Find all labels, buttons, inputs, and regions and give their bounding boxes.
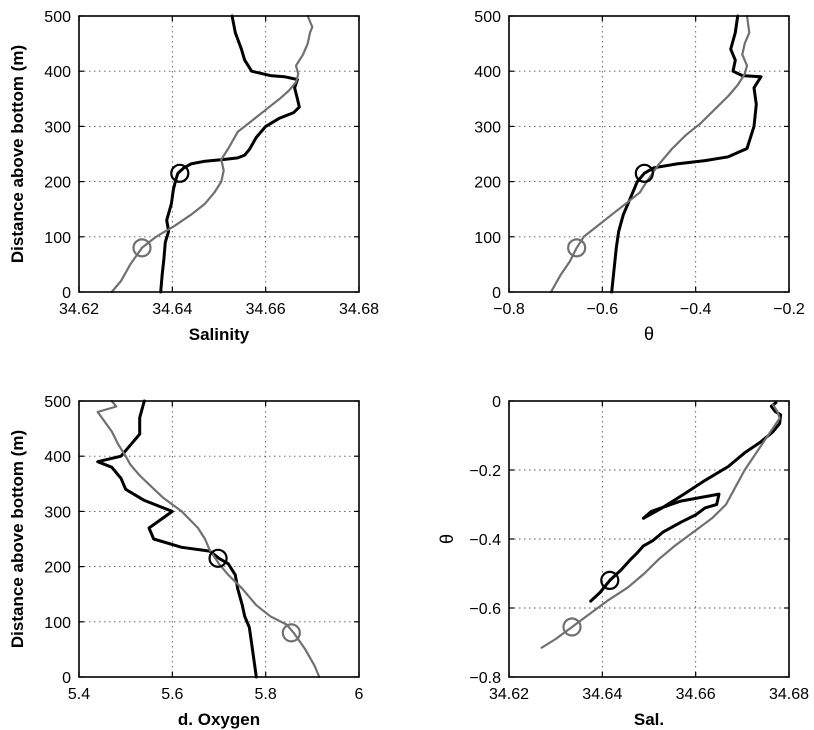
x-tick-label: 34.68 xyxy=(769,686,809,703)
circle-marker-1 xyxy=(208,548,228,568)
x-axis-label: θ xyxy=(644,324,654,344)
y-tick-label: −0.8 xyxy=(469,670,501,687)
y-tick-label: 500 xyxy=(44,9,71,26)
x-tick-label: 5.8 xyxy=(255,686,277,703)
y-axis-label: Distance above bottom (m) xyxy=(8,45,27,263)
y-tick-label: 200 xyxy=(474,175,501,192)
y-tick-label: 0 xyxy=(492,394,501,411)
x-tick-label: −0.4 xyxy=(680,301,712,318)
y-tick-label: 100 xyxy=(44,615,71,632)
x-tick-label: 34.66 xyxy=(676,686,716,703)
x-tick-label: −0.2 xyxy=(773,301,805,318)
y-tick-label: 400 xyxy=(474,64,501,81)
y-tick-label: 0 xyxy=(492,285,501,302)
y-tick-label: 300 xyxy=(474,119,501,136)
y-tick-label: 0 xyxy=(62,285,71,302)
y-tick-label: 300 xyxy=(44,504,71,521)
chart-panel-3: 5.4 5.6 5.8 6 0 100 200 300 400 500 d. Oxygen Dista… xyxy=(8,394,364,729)
plot-frame xyxy=(508,400,790,678)
circle-marker-2 xyxy=(132,238,152,258)
x-tick-label: −0.8 xyxy=(493,301,525,318)
y-tick-label: 400 xyxy=(44,64,71,81)
x-tick-label: −0.6 xyxy=(587,301,619,318)
x-tick-label: 34.64 xyxy=(582,686,622,703)
x-tick-label: 5.6 xyxy=(161,686,183,703)
chart-panel-2: −0.8 −0.6 −0.4 −0.2 0 100 200 300 400 500 θ xyxy=(474,9,805,344)
y-tick-label: 0 xyxy=(62,670,71,687)
series-line-1 xyxy=(96,399,258,679)
series-line-2 xyxy=(110,14,314,294)
plot-frame xyxy=(508,15,790,293)
y-tick-label: 500 xyxy=(44,394,71,411)
y-tick-label: 300 xyxy=(44,119,71,136)
series-line-1 xyxy=(159,14,301,294)
x-tick-label: 5.4 xyxy=(68,686,90,703)
series-line-1 xyxy=(589,401,783,603)
circle-marker-1 xyxy=(170,163,190,183)
plot-frame xyxy=(78,15,360,293)
y-tick-label: 100 xyxy=(44,230,71,247)
x-tick-label: 34.68 xyxy=(339,301,379,318)
y-tick-label: −0.2 xyxy=(469,463,501,480)
chart-panel-1: 34.62 34.64 34.66 34.68 0 100 200 300 400 500 Sali… xyxy=(8,9,379,344)
x-tick-label: 6 xyxy=(355,686,364,703)
x-tick-label: 34.66 xyxy=(246,301,286,318)
x-tick-label: 34.62 xyxy=(489,686,529,703)
circle-marker-2 xyxy=(567,238,587,258)
y-axis-label: θ xyxy=(437,534,457,544)
y-tick-label: 400 xyxy=(44,449,71,466)
y-tick-label: 500 xyxy=(474,9,501,26)
x-tick-label: 34.62 xyxy=(59,301,99,318)
y-tick-label: −0.4 xyxy=(469,532,501,549)
x-axis-label: Salinity xyxy=(189,325,250,344)
y-tick-label: 100 xyxy=(474,230,501,247)
x-axis-label: d. Oxygen xyxy=(178,710,260,729)
x-tick-label: 34.64 xyxy=(152,301,192,318)
chart-panel-4: 34.62 34.64 34.66 34.68 −0.8 −0.6 −0.4 −0.2 0 Sal… xyxy=(437,394,809,729)
circle-marker-2 xyxy=(562,617,582,637)
y-tick-label: −0.6 xyxy=(469,601,501,618)
series-line-2 xyxy=(549,14,751,294)
plot-frame xyxy=(78,400,360,678)
y-tick-label: 200 xyxy=(44,175,71,192)
y-axis-label: Distance above bottom (m) xyxy=(8,430,27,648)
series-line-2 xyxy=(540,403,781,649)
y-tick-label: 200 xyxy=(44,560,71,577)
x-axis-label: Sal. xyxy=(634,710,664,729)
series-line-1 xyxy=(610,14,763,294)
circle-marker-2 xyxy=(281,623,301,643)
circle-marker-1 xyxy=(600,570,620,591)
circle-marker-1 xyxy=(634,163,654,183)
